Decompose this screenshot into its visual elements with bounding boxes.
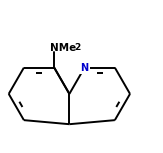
Text: NMe: NMe xyxy=(50,43,76,53)
Text: 2: 2 xyxy=(75,43,81,52)
Text: N: N xyxy=(81,63,89,73)
